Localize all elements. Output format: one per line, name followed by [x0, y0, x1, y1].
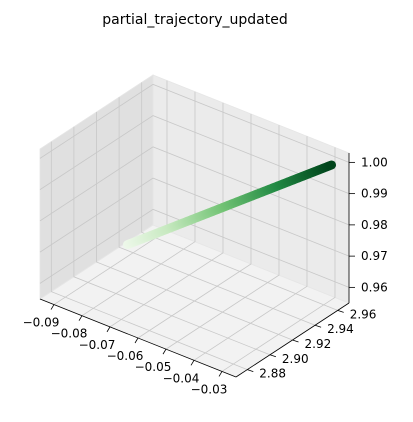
x-tick-mark-0 [50, 304, 55, 310]
grid-z-4 [39, 83, 350, 163]
grid-x-6 [221, 147, 336, 372]
grid-x-5 [193, 136, 308, 361]
grid-x-3 [137, 114, 252, 339]
x-tick-label-4: −0.05 [135, 360, 172, 374]
y-tick-mark-1 [269, 354, 277, 358]
y-tick-label-1: 2.90 [282, 352, 309, 366]
grid-z-1 [39, 177, 350, 257]
trajectory-points [123, 160, 337, 250]
z-tick-label-4: 1.00 [361, 155, 388, 169]
x-tick-label-1: −0.08 [51, 327, 88, 341]
grid-y-2 [96, 112, 293, 341]
x-tick-mark-1 [78, 315, 83, 321]
x-tick-mark-5 [190, 360, 195, 366]
x-tick-mark-2 [106, 326, 111, 333]
x-tick-label-6: −0.03 [191, 382, 228, 396]
grid-z-0 [39, 208, 350, 288]
x-tick-label-3: −0.06 [107, 349, 144, 363]
grid-y-3 [118, 97, 316, 326]
z-tick-label-0: 0.96 [361, 280, 388, 294]
y-tick-label-0: 2.88 [259, 367, 286, 381]
grid-x-4 [165, 125, 280, 350]
grid-y-4 [141, 82, 338, 311]
grid-x-1 [81, 91, 196, 317]
x-tick-mark-3 [134, 337, 139, 344]
axis-ticks: −0.09−0.08−0.07−0.06−0.05−0.04−0.032.882… [23, 155, 388, 396]
grid-y-1 [73, 126, 271, 356]
grid-z-3 [39, 115, 350, 194]
z-tick-label-3: 0.99 [361, 187, 388, 201]
grid-z-2 [39, 146, 350, 226]
y-tick-mark-2 [292, 339, 299, 343]
y-tick-label-2: 2.92 [305, 337, 332, 351]
y-tick-mark-3 [314, 324, 322, 328]
y-tick-label-4: 2.96 [350, 307, 377, 321]
chart-title: partial_trajectory_updated [102, 12, 287, 28]
trajectory-point-199 [327, 160, 337, 170]
x-tick-mark-4 [162, 348, 167, 355]
y-tick-mark-4 [337, 310, 344, 313]
grid-y-0 [50, 141, 248, 370]
z-tick-label-1: 0.97 [361, 249, 388, 263]
grid-x-2 [109, 102, 224, 328]
x-tick-label-2: −0.07 [79, 338, 116, 352]
y-tick-mark-0 [247, 369, 254, 372]
x-tick-label-0: −0.09 [23, 316, 60, 330]
x-tick-mark-6 [218, 371, 223, 377]
y-tick-label-3: 2.94 [327, 322, 354, 336]
grid-lines [39, 80, 350, 372]
z-tick-label-2: 0.98 [361, 218, 388, 232]
x-tick-label-5: −0.04 [163, 371, 200, 385]
